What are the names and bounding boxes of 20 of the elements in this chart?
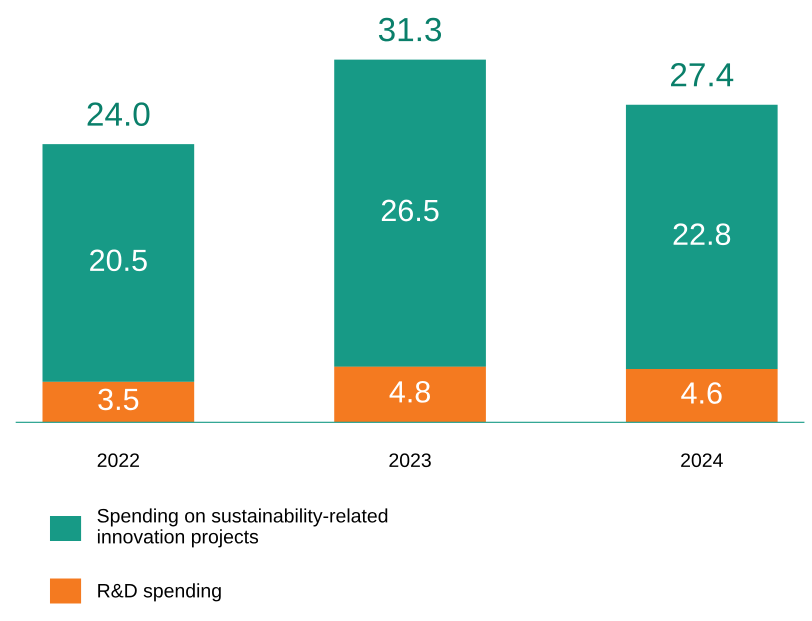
total-label: 24.0 (88, 102, 150, 126)
bar (42, 382, 194, 422)
total-label: 31.3 (378, 18, 442, 42)
x-tick-label: 2023 (389, 453, 431, 468)
bar (42, 144, 194, 382)
legend-label: R&D spending (98, 583, 221, 602)
x-tick-label: 2024 (681, 453, 723, 468)
data-label: 26.5 (382, 200, 439, 222)
data-label: 3.5 (98, 388, 138, 410)
data-label: 4.8 (390, 381, 430, 403)
x-tick-label: 2022 (98, 453, 139, 468)
legend-label: Spending on sustainability-related innovation projects (98, 508, 388, 548)
data-label: 20.5 (90, 250, 147, 272)
total-label: 27.4 (671, 62, 734, 86)
data-label: 22.8 (674, 223, 730, 246)
bar (334, 366, 486, 422)
bar (626, 104, 778, 369)
bar (334, 60, 486, 367)
bar (626, 368, 778, 422)
data-label: 4.6 (681, 382, 722, 404)
